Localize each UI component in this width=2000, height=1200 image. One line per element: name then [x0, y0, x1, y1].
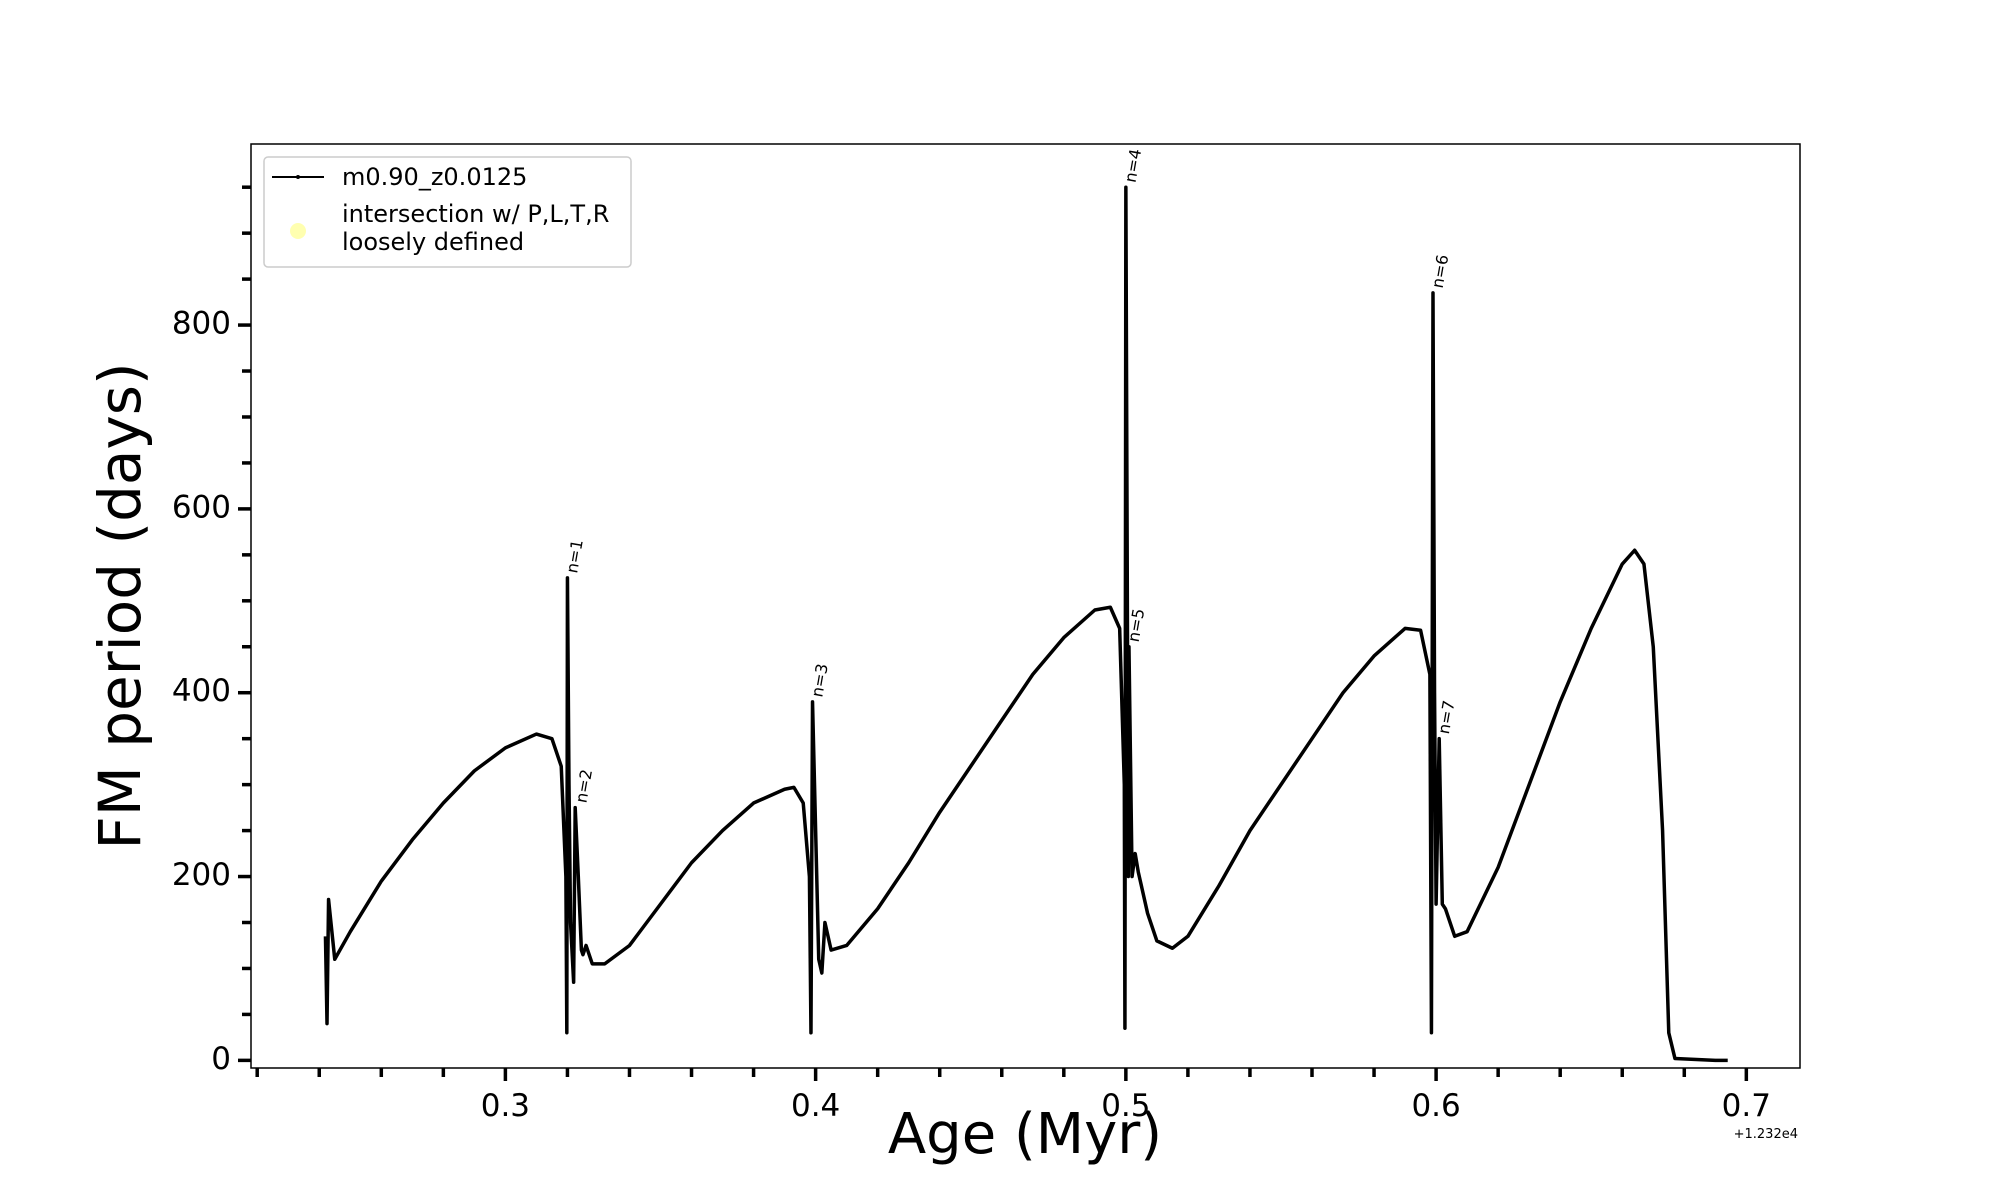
legend-label: m0.90_z0.0125: [342, 163, 528, 191]
x-tick-label: 0.7: [1722, 1088, 1771, 1124]
x-axis-label: Age (Myr): [888, 1102, 1162, 1167]
legend-handle: [296, 175, 300, 179]
x-tick-label: 0.3: [481, 1088, 530, 1124]
annotation: n=3: [807, 662, 832, 699]
y-tick-label: 0: [211, 1041, 231, 1077]
y-tick-label: 600: [172, 489, 231, 525]
annotation: n=6: [1428, 253, 1453, 290]
legend-box: [263, 156, 632, 268]
annotation: n=1: [562, 538, 587, 575]
legend-handle: [290, 223, 306, 239]
x-tick-label: 0.4: [791, 1088, 840, 1124]
y-axis-label: FM period (days): [86, 362, 154, 849]
x-offset-label: +1.232e4: [1734, 1127, 1798, 1142]
annotation: n=2: [572, 768, 597, 805]
y-tick-label: 400: [172, 673, 231, 709]
x-tick-label: 0.6: [1411, 1088, 1460, 1124]
data-line: [323, 185, 1728, 1063]
y-tick-label: 800: [172, 306, 231, 342]
annotation: n=4: [1121, 147, 1146, 184]
x-tick-label: 0.5: [1101, 1088, 1150, 1124]
plot-frame: [250, 143, 1801, 1069]
y-tick-label: 200: [172, 857, 231, 893]
annotation: n=7: [1434, 699, 1459, 736]
legend-label: intersection w/ P,L,T,R loosely defined: [342, 200, 610, 256]
